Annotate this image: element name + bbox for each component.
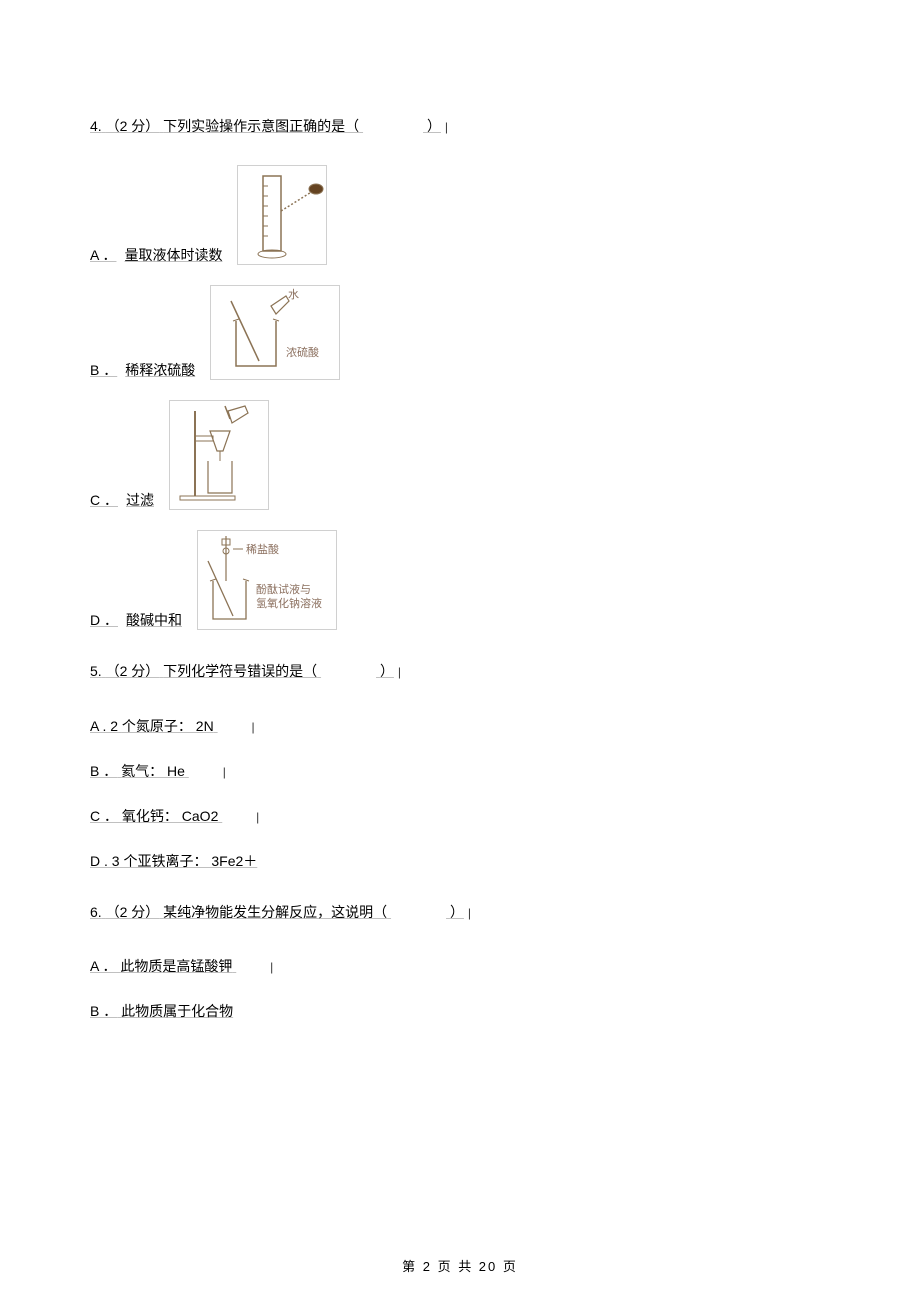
q5-option-d: D . 3 个亚铁离子： 3Fe2＋ bbox=[90, 851, 830, 871]
q4-a-text: 量取液体时读数 bbox=[124, 245, 222, 265]
q6-b-text: 此物质属于化合物 bbox=[121, 1003, 233, 1019]
q4-a-label: A ． bbox=[90, 245, 116, 265]
page-footer: 第 2 页 共 20 页 bbox=[0, 1256, 920, 1275]
q4-d-top-label: 稀盐酸 bbox=[246, 542, 279, 556]
q4-text: 下列实验操作示意图正确的是（ bbox=[163, 118, 359, 134]
q6-stem: 6. （2 分） 某纯净物能发生分解反应，这说明（ ） bbox=[90, 901, 464, 923]
q6-option-b: B ． 此物质属于化合物 bbox=[90, 1001, 830, 1021]
q4-b-image: 水 浓硫酸 bbox=[210, 285, 340, 380]
cursor-mark: | bbox=[445, 120, 448, 134]
cursor-mark: | bbox=[223, 765, 226, 779]
q4-b-label: B ． bbox=[90, 360, 117, 380]
q5-d-text: 个亚铁离子： 3Fe2＋ bbox=[123, 853, 257, 869]
q6-text: 某纯净物能发生分解反应，这说明（ bbox=[163, 904, 387, 920]
q5-c-label: C ． bbox=[90, 808, 118, 824]
question-5: 5. （2 分） 下列化学符号错误的是（ ） | A . 2 个氮原子： 2N … bbox=[90, 660, 830, 870]
q4-option-c: C ． 过滤 bbox=[90, 400, 830, 510]
q6-paren: ） bbox=[450, 904, 464, 920]
q6-points: （2 分） bbox=[106, 904, 160, 920]
q4-d-line1-label: 酚酞试液与 bbox=[256, 582, 311, 596]
q5-b-text: 氦气： He bbox=[121, 763, 185, 779]
cursor-mark: | bbox=[252, 720, 255, 734]
q6-a-label: A ． bbox=[90, 958, 116, 974]
q4-b-water-label: 水 bbox=[288, 288, 299, 301]
q4-option-d: D ． 酸碱中和 稀盐酸 酚酞试液与 氢氧化钠溶液 bbox=[90, 530, 830, 630]
q4-number: 4. bbox=[90, 118, 102, 134]
q4-d-text: 酸碱中和 bbox=[126, 610, 182, 630]
q4-c-image bbox=[169, 400, 269, 510]
q4-b-text: 稀释浓硫酸 bbox=[125, 360, 195, 380]
q4-d-line2-label: 氢氧化钠溶液 bbox=[256, 596, 322, 610]
q5-text: 下列化学符号错误的是（ bbox=[163, 663, 317, 679]
q6-a-text: 此物质是高锰酸钾 bbox=[120, 958, 232, 974]
q4-points: （2 分） bbox=[106, 118, 160, 134]
question-6: 6. （2 分） 某纯净物能发生分解反应，这说明（ ） | A ． 此物质是高锰… bbox=[90, 901, 830, 1021]
q6-option-a: A ． 此物质是高锰酸钾 | bbox=[90, 956, 830, 976]
q5-a-text: 个氮原子： 2N bbox=[122, 718, 214, 734]
q4-c-text: 过滤 bbox=[126, 490, 154, 510]
q4-a-image bbox=[237, 165, 327, 265]
q5-number: 5. bbox=[90, 663, 102, 679]
q4-stem: 4. （2 分） 下列实验操作示意图正确的是（ ） bbox=[90, 115, 441, 137]
q4-option-a: A ． 量取液体时读数 bbox=[90, 165, 830, 265]
cursor-mark: | bbox=[270, 960, 273, 974]
q5-a-label: A . 2 bbox=[90, 718, 118, 734]
q4-d-image: 稀盐酸 酚酞试液与 氢氧化钠溶液 bbox=[197, 530, 337, 630]
question-4: 4. （2 分） 下列实验操作示意图正确的是（ ） | A ． 量取液体时读数 bbox=[90, 115, 830, 630]
q4-option-b: B ． 稀释浓硫酸 水 浓硫酸 bbox=[90, 285, 830, 380]
q6-b-label: B ． bbox=[90, 1003, 117, 1019]
q4-paren: ） bbox=[427, 118, 441, 134]
q5-paren: ） bbox=[380, 663, 394, 679]
q5-c-text: 氧化钙： CaO2 bbox=[122, 808, 218, 824]
q4-c-label: C ． bbox=[90, 490, 118, 510]
footer-text: 第 2 页 共 20 页 bbox=[402, 1259, 518, 1274]
q4-d-label: D ． bbox=[90, 610, 118, 630]
cursor-mark: | bbox=[398, 665, 401, 679]
q5-option-c: C ． 氧化钙： CaO2 | bbox=[90, 806, 830, 826]
q5-option-a: A . 2 个氮原子： 2N | bbox=[90, 716, 830, 736]
q4-b-acid-label: 浓硫酸 bbox=[286, 345, 319, 359]
q5-option-b: B ． 氦气： He | bbox=[90, 761, 830, 781]
q5-b-label: B ． bbox=[90, 763, 117, 779]
cursor-mark: | bbox=[468, 906, 471, 920]
q5-stem: 5. （2 分） 下列化学符号错误的是（ ） bbox=[90, 660, 394, 682]
cursor-mark: | bbox=[256, 810, 259, 824]
q5-points: （2 分） bbox=[106, 663, 160, 679]
q6-number: 6. bbox=[90, 904, 102, 920]
q5-d-label: D . 3 bbox=[90, 853, 120, 869]
